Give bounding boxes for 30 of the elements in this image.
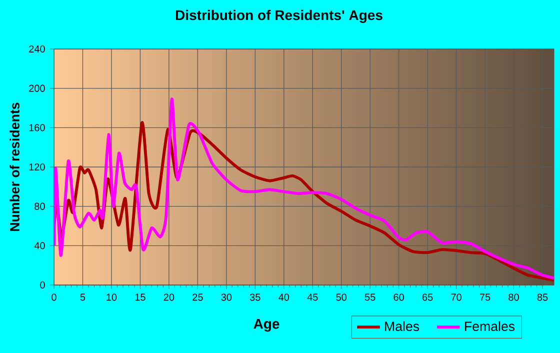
- y-tick-label: 40: [34, 242, 45, 250]
- y-tick-label: 0: [40, 281, 45, 289]
- x-tick-label: 50: [336, 294, 347, 301]
- x-tick-label: 40: [278, 294, 290, 301]
- legend-label: Females: [465, 321, 515, 332]
- x-tick-label: 20: [164, 294, 174, 301]
- y-tick-label: 120: [29, 163, 45, 171]
- x-axis-title: Age: [254, 319, 280, 332]
- x-tick-label: 70: [451, 294, 462, 301]
- x-tick-label: 30: [221, 294, 232, 301]
- x-tick-label: 5: [80, 294, 86, 301]
- x-tick-label: 0: [52, 294, 56, 301]
- x-tick-label: 10: [106, 294, 117, 301]
- y-tick-label: 200: [29, 84, 45, 92]
- y-tick-label: 240: [29, 45, 45, 53]
- x-tick-label: 65: [422, 294, 433, 301]
- legend-label: Males: [385, 321, 420, 332]
- x-tick-label: 15: [135, 294, 146, 301]
- x-tick-label: 25: [192, 294, 203, 301]
- x-tick-label: 75: [480, 294, 490, 301]
- y-tick-label: 80: [34, 202, 45, 210]
- x-tick-label: 45: [307, 294, 318, 301]
- x-tick-label: 80: [508, 294, 519, 301]
- chart-title: Distribution of Residents' Ages: [176, 10, 382, 23]
- y-tick-label: 160: [29, 124, 45, 132]
- x-tick-label: 60: [394, 294, 404, 301]
- x-tick-label: 85: [537, 294, 548, 301]
- x-tick-label: 55: [364, 294, 376, 301]
- x-tick-label: 35: [250, 294, 260, 301]
- y-axis-title: Number of residents: [10, 102, 20, 231]
